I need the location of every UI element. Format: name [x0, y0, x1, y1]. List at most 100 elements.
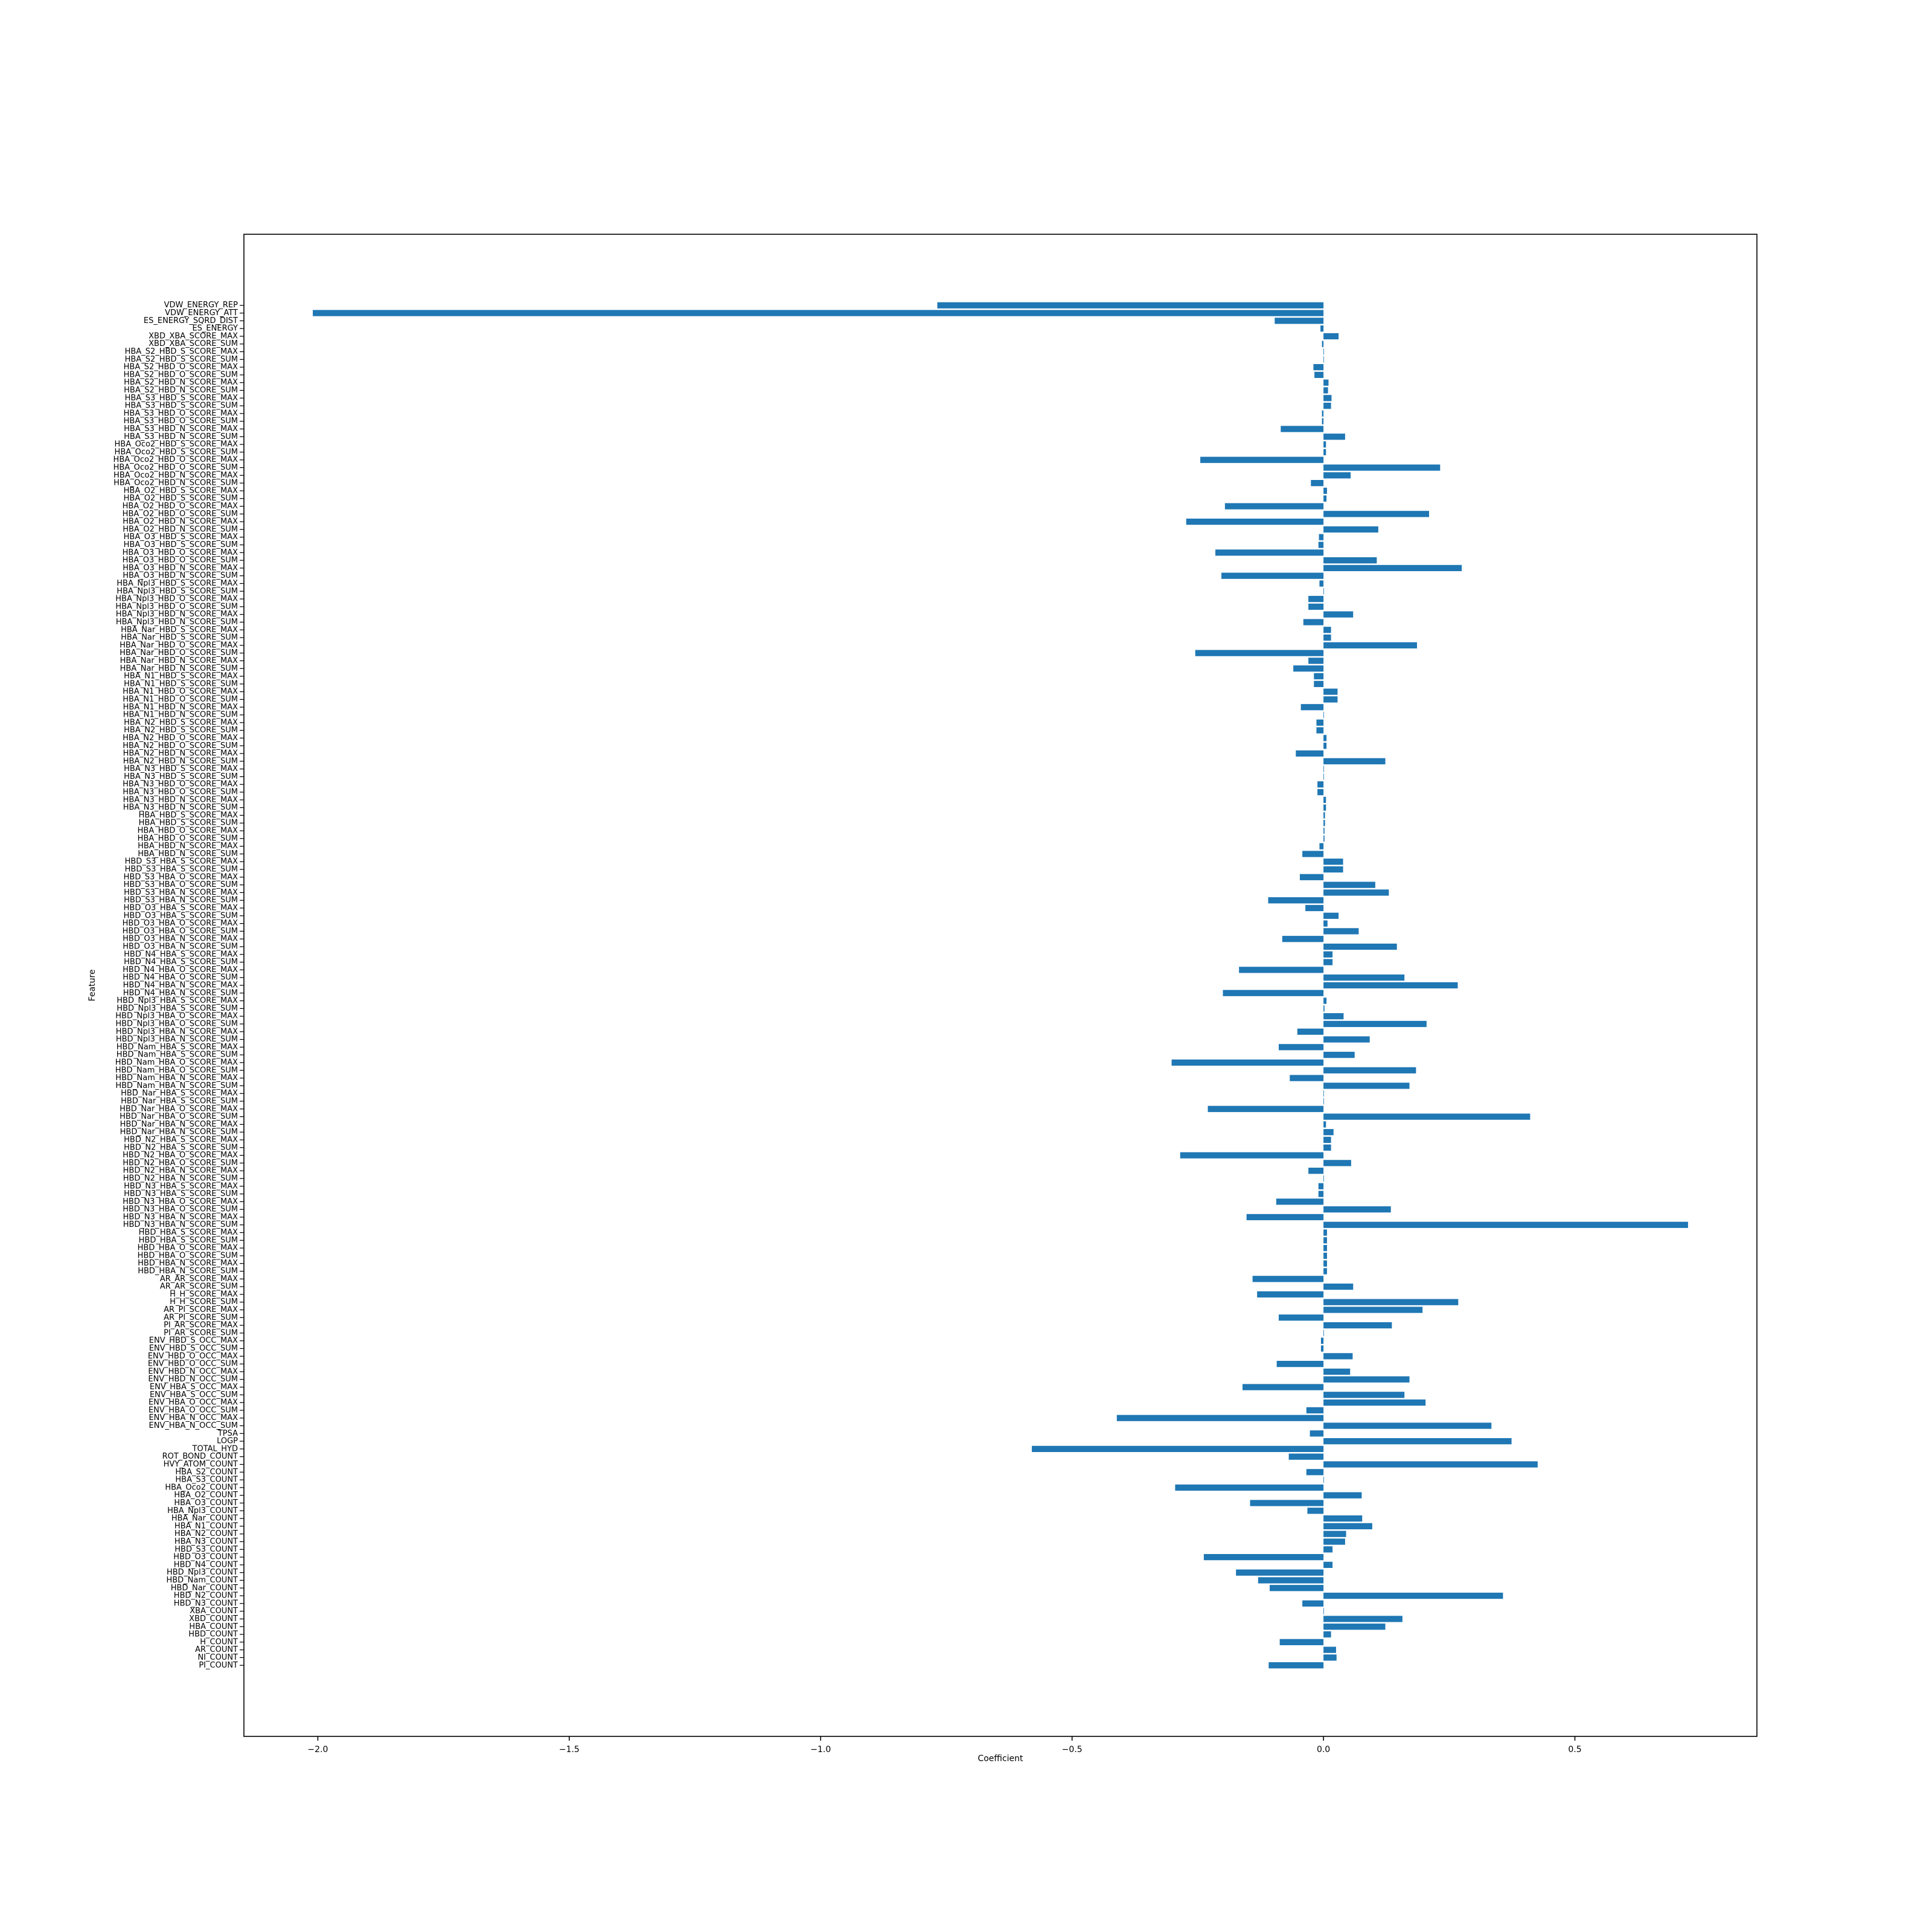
bar: [1257, 1291, 1324, 1298]
bar: [1311, 479, 1324, 487]
bar: [1307, 1508, 1324, 1514]
bar: [937, 302, 1324, 309]
y-tick-label: AR_AR_SCORE_MAX: [160, 1275, 238, 1284]
bar: [1323, 974, 1405, 981]
bar: [1223, 990, 1324, 996]
y-tick-label: HBA_N2_HBD_S_SCORE_MAX: [124, 718, 238, 727]
bar: [1323, 1237, 1327, 1244]
bar: [1323, 1221, 1688, 1228]
bar: [1316, 727, 1324, 734]
y-tick-label: HBD_N4_HBA_S_SCORE_SUM: [124, 958, 238, 967]
y-tick-label: HBA_S2_HBD_N_SCORE_SUM: [124, 386, 238, 395]
y-tick-label: HBD_Nam_HBA_N_SCORE_MAX: [115, 1073, 238, 1083]
y-tick-label: HBA_N2_HBD_O_SCORE_MAX: [123, 734, 238, 743]
y-tick-label: HBA_N2_HBD_O_SCORE_SUM: [123, 741, 238, 750]
bar: [1323, 959, 1333, 965]
y-tick-label: HBA_O2_HBD_S_SCORE_SUM: [124, 494, 238, 503]
y-tick-label: HBA_N1_HBD_S_SCORE_SUM: [124, 679, 238, 688]
bar: [1323, 1260, 1327, 1267]
bar: [1323, 912, 1339, 919]
bar: [1323, 711, 1324, 718]
y-tick-label: HBA_N2_HBD_N_SCORE_SUM: [123, 756, 238, 766]
y-tick-label: HBD_O3_HBA_O_SCORE_MAX: [123, 919, 238, 928]
bar: [1296, 750, 1324, 757]
bar: [1323, 348, 1324, 355]
bar: [1323, 920, 1328, 927]
bar: [1323, 1083, 1410, 1089]
y-tick-label: HBA_Oco2_HBD_O_SCORE_MAX: [114, 455, 238, 464]
y-tick-label: HBD_N3_HBA_N_SCORE_SUM: [123, 1220, 238, 1229]
bar: [1180, 1152, 1324, 1159]
x-tick-label: 0.5: [1568, 1745, 1581, 1754]
y-tick-label: HBD_Nar_HBA_O_SCORE_SUM: [120, 1112, 238, 1121]
bar: [1323, 1492, 1362, 1499]
bar: [1032, 1445, 1324, 1453]
bar: [1236, 1569, 1324, 1576]
y-tick-label: AR_COUNT: [195, 1645, 238, 1654]
bar: [1323, 1531, 1346, 1537]
y-tick-label: HBD_HBA_S_SCORE_MAX: [139, 1228, 238, 1237]
y-tick-label: HBA_N1_HBD_N_SCORE_MAX: [123, 703, 238, 712]
bar: [1319, 580, 1324, 587]
y-tick-label: ES_ENERGY_SQRD_DIST: [144, 316, 238, 325]
y-tick-label: HBA_O3_HBD_N_SCORE_SUM: [123, 571, 238, 580]
y-tick-label: HBA_Oco2_HBD_N_SCORE_SUM: [114, 479, 238, 488]
bar: [1323, 773, 1324, 780]
x-tick-label: −1.0: [810, 1745, 831, 1754]
y-tick-label: HBD_N2_HBA_N_SCORE_MAX: [123, 1166, 238, 1176]
y-tick-label: HBA_Npl3_HBD_N_SCORE_MAX: [116, 610, 238, 619]
bar: [1317, 788, 1324, 796]
bar: [1208, 1105, 1324, 1112]
bar: [1323, 1438, 1512, 1445]
bar: [1320, 325, 1324, 332]
y-tick-label: HBA_N3_HBD_S_SCORE_MAX: [124, 764, 238, 773]
bar: [1203, 1553, 1324, 1561]
bar: [1308, 595, 1324, 603]
y-tick-label: HBA_N3_COUNT: [174, 1537, 238, 1546]
bar: [1323, 1098, 1324, 1105]
bar: [1323, 379, 1329, 386]
y-tick-label: HBD_Nam_HBA_O_SCORE_MAX: [115, 1058, 238, 1067]
bar: [1175, 1484, 1324, 1491]
y-tick-label: HBA_COUNT: [189, 1622, 238, 1631]
y-tick-label: VDW_ENERGY_ATT: [165, 309, 238, 318]
y-tick-label: HBA_N1_HBD_O_SCORE_MAX: [123, 687, 238, 696]
y-tick-label: HBA_O3_HBD_S_SCORE_SUM: [124, 540, 238, 549]
bar: [313, 310, 1324, 316]
y-tick-label: HBD_N3_HBA_O_SCORE_MAX: [123, 1197, 238, 1206]
bar: [1239, 967, 1324, 973]
bar: [1323, 1121, 1326, 1128]
bar: [1323, 1052, 1355, 1058]
bar: [1323, 1422, 1492, 1429]
bar: [1323, 889, 1389, 896]
y-tick-label: HBD_O3_HBA_N_SCORE_MAX: [123, 935, 238, 944]
bar: [1323, 472, 1351, 479]
y-tick-label: PI_AR_SCORE_MAX: [164, 1321, 238, 1330]
y-tick-label: HBA_N3_HBD_O_SCORE_SUM: [123, 788, 238, 797]
bar: [1313, 364, 1324, 371]
bar: [1290, 1075, 1324, 1081]
bar: [1323, 812, 1325, 819]
y-tick-label: HBD_S3_HBA_O_SCORE_MAX: [124, 872, 238, 881]
bar: [1302, 851, 1324, 857]
y-tick-label: HBA_HBD_N_SCORE_SUM: [138, 849, 238, 859]
bar: [1310, 1430, 1324, 1437]
y-tick-label: HBA_N1_HBD_N_SCORE_SUM: [123, 711, 238, 720]
bar: [1323, 1608, 1324, 1614]
bar: [1323, 642, 1418, 648]
y-tick-label: HBD_Npl3_HBA_N_SCORE_MAX: [116, 1027, 238, 1036]
bar: [1323, 735, 1327, 741]
bar: [1323, 1113, 1531, 1120]
bar: [1323, 1392, 1405, 1398]
y-tick-label: HBA_S3_HBD_O_SCORE_MAX: [124, 409, 238, 418]
y-tick-label: HBD_S3_HBA_S_SCORE_SUM: [125, 865, 238, 874]
bar: [1246, 1214, 1324, 1221]
y-tick-label: HBD_Npl3_HBA_O_SCORE_MAX: [115, 1012, 238, 1021]
y-axis-label: Feature: [88, 970, 97, 1002]
bar: [1323, 1546, 1333, 1553]
bar: [1276, 1361, 1324, 1367]
y-tick-label: HBA_Oco2_HBD_S_SCORE_MAX: [115, 440, 238, 449]
bar: [1305, 904, 1324, 912]
